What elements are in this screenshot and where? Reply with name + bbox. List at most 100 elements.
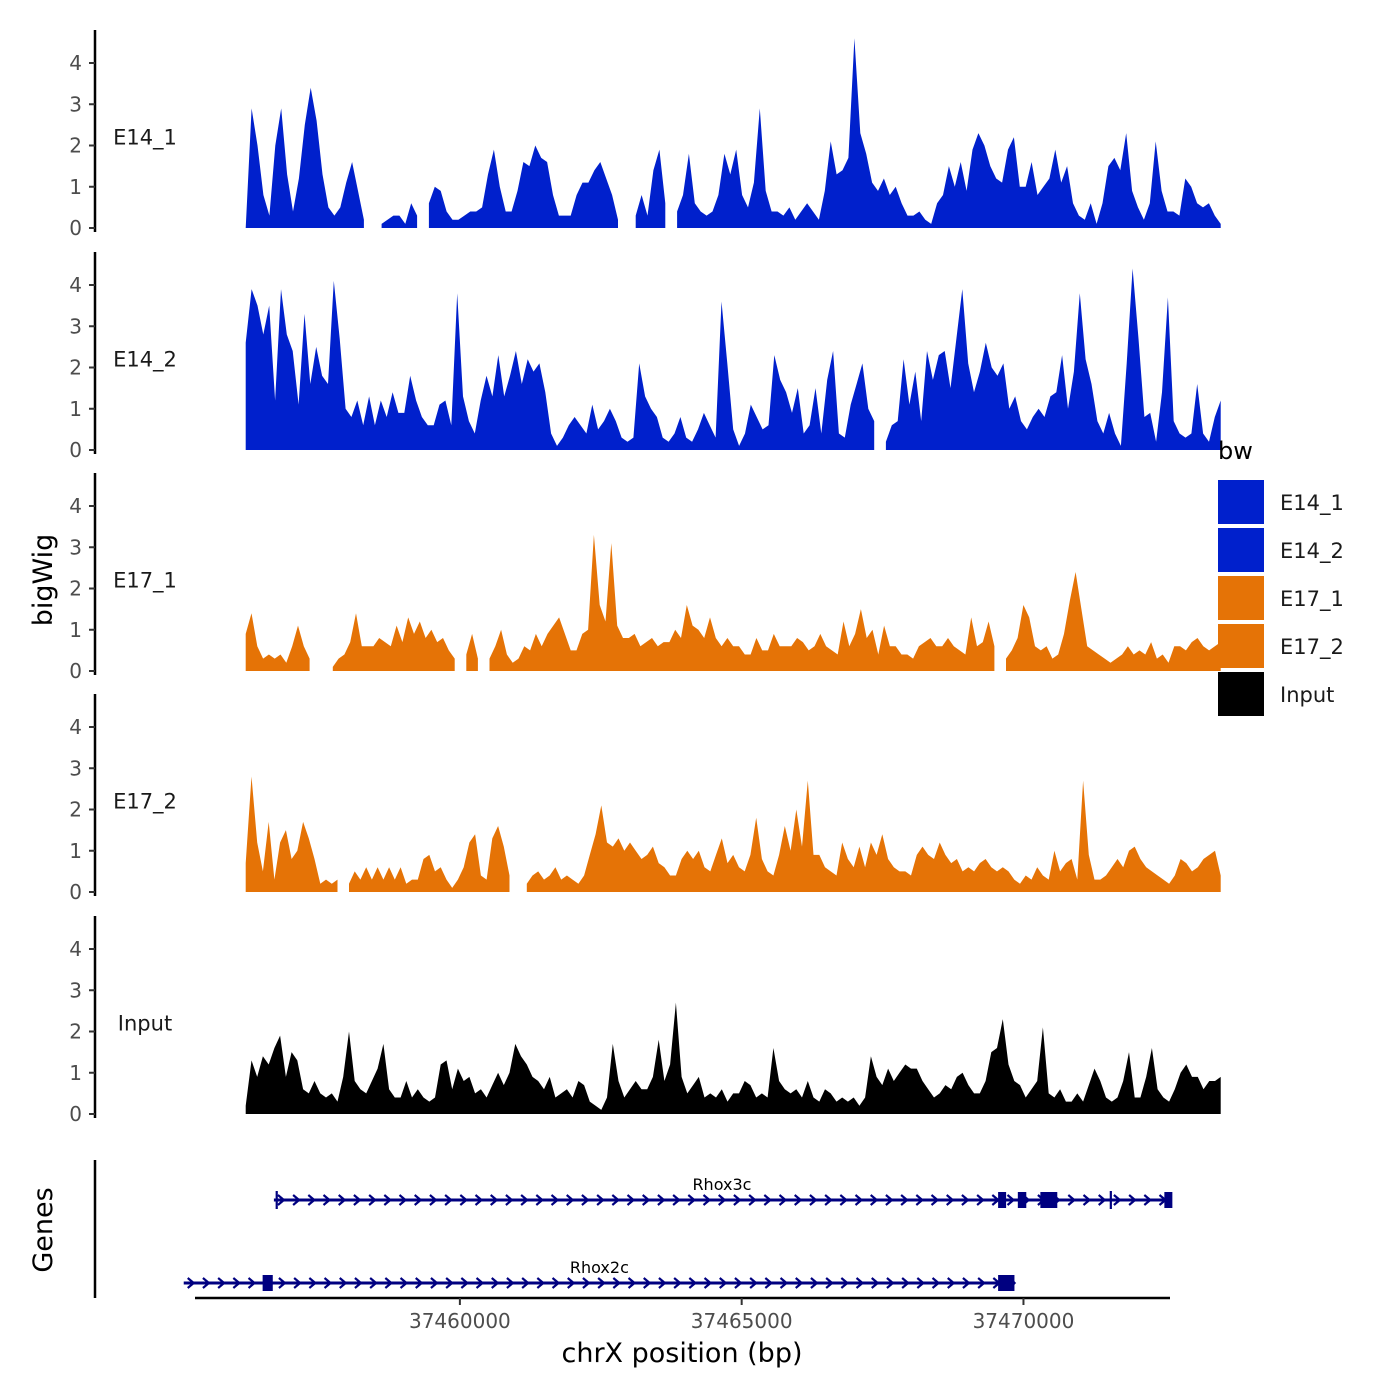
strand-chevron (641, 1194, 651, 1206)
strand-chevron (673, 1277, 682, 1289)
strand-chevron (764, 1277, 774, 1289)
strand-chevron (202, 1277, 211, 1289)
track-panel-e17_1: 0 1 2 3 4 E17_1 (69, 473, 1221, 683)
signal-area-input (245, 1002, 1221, 1114)
x-tick-label: 37470000 (973, 1309, 1075, 1333)
gene-label: Rhox2c (570, 1258, 629, 1277)
y-tick-label: 0 (69, 880, 82, 904)
signal-area-e14_2 (245, 280, 875, 450)
strand-chevron (369, 1277, 378, 1289)
track-panel-e17_2: 0 1 2 3 4 E17_2 (69, 694, 1221, 904)
strand-chevron (383, 1194, 393, 1206)
strand-chevron (611, 1194, 621, 1206)
strand-chevron (339, 1277, 348, 1289)
signal-area-e14_1 (428, 145, 618, 228)
x-tick-label: 37460000 (409, 1309, 511, 1333)
strand-chevron (688, 1277, 698, 1289)
strand-chevron (505, 1194, 514, 1206)
track-label: E14_1 (113, 125, 177, 150)
strand-chevron (596, 1194, 605, 1206)
strand-chevron (612, 1277, 622, 1289)
strand-chevron (930, 1194, 940, 1206)
strand-chevron (278, 1277, 287, 1289)
strand-chevron (521, 1277, 530, 1289)
strand-chevron (308, 1277, 318, 1289)
strand-chevron (854, 1194, 864, 1206)
track-label: Input (118, 1011, 172, 1035)
strand-chevron (734, 1277, 743, 1289)
strand-chevron (413, 1194, 423, 1206)
strand-chevron (293, 1277, 302, 1289)
strand-chevron (778, 1194, 788, 1206)
y-tick-label: 2 (69, 356, 82, 380)
strand-chevron (354, 1277, 363, 1289)
strand-chevron (1097, 1194, 1107, 1206)
y-tick-label: 2 (69, 1020, 82, 1044)
strand-chevron (733, 1194, 742, 1206)
strand-chevron (232, 1277, 242, 1289)
exon (1040, 1192, 1058, 1208)
signal-area-e17_1 (1006, 572, 1221, 671)
y-tick-label: 1 (69, 397, 82, 421)
strand-chevron (627, 1277, 637, 1289)
x-tick-label: 37465000 (691, 1309, 793, 1333)
strand-chevron (520, 1194, 529, 1206)
strand-chevron (567, 1277, 576, 1289)
y-tick-label: 3 (69, 535, 82, 559)
strand-chevron (536, 1277, 546, 1289)
strand-chevron (977, 1277, 986, 1289)
legend-title: bw (1218, 437, 1253, 465)
exon (262, 1275, 273, 1291)
strand-chevron (976, 1194, 985, 1206)
strand-chevron (748, 1194, 757, 1206)
strand-chevron (1143, 1194, 1153, 1206)
strand-chevron (626, 1194, 636, 1206)
strand-chevron (961, 1194, 970, 1206)
y-tick-label: 4 (69, 715, 82, 739)
strand-chevron (217, 1277, 226, 1289)
strand-chevron (460, 1277, 470, 1289)
signal-area-e17_2 (349, 826, 510, 892)
strand-chevron (277, 1194, 286, 1206)
y-tick-label: 3 (69, 756, 82, 780)
y-tick-label: 4 (69, 51, 82, 75)
y-tick-label: 0 (69, 216, 82, 240)
strand-chevron (307, 1194, 317, 1206)
strand-chevron (506, 1277, 515, 1289)
strand-chevron (886, 1277, 895, 1289)
strand-chevron (1067, 1194, 1077, 1206)
signal-area-e17_1 (489, 534, 995, 671)
y-axis-title: bigWig (28, 534, 59, 627)
gene-rhox3c: Rhox3c (273, 1175, 1173, 1209)
strand-chevron (763, 1194, 773, 1206)
y-tick-label: 1 (69, 175, 82, 199)
strand-chevron (962, 1277, 971, 1289)
y-tick-label: 2 (69, 134, 82, 158)
y-tick-label: 3 (69, 314, 82, 338)
y-tick-label: 3 (69, 92, 82, 116)
strand-chevron (292, 1194, 301, 1206)
strand-chevron (840, 1277, 850, 1289)
strand-chevron (1006, 1194, 1016, 1206)
strand-chevron (323, 1277, 333, 1289)
strand-chevron (643, 1277, 652, 1289)
strand-chevron (855, 1277, 865, 1289)
strand-chevron (187, 1277, 196, 1289)
legend-label: E14_2 (1280, 539, 1344, 564)
strand-chevron (1082, 1194, 1092, 1206)
strand-chevron (1113, 1194, 1122, 1206)
strand-chevron (947, 1277, 956, 1289)
track-label: E14_2 (113, 347, 177, 372)
signal-area-e14_1 (635, 149, 666, 228)
track-panel-e14_1: 0 1 2 3 4 E14_1 (69, 30, 1221, 240)
strand-chevron (809, 1194, 818, 1206)
x-axis-title: chrX position (bp) (561, 1338, 802, 1369)
strand-chevron (687, 1194, 697, 1206)
x-axis: 37460000 37465000 37470000 (195, 1296, 1170, 1333)
signal-area-e14_1 (245, 87, 364, 228)
y-tick-label: 2 (69, 798, 82, 822)
strand-chevron (399, 1277, 409, 1289)
y-tick-label: 0 (69, 1102, 82, 1126)
strand-chevron (398, 1194, 408, 1206)
